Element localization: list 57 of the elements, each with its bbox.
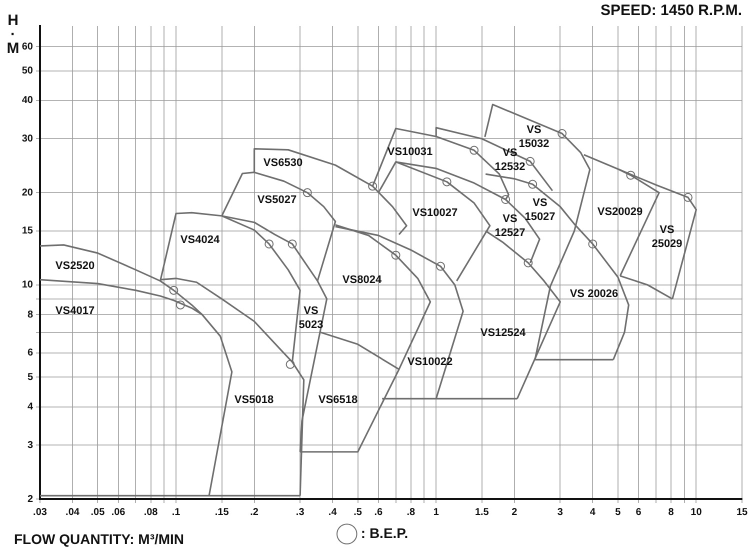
x-tick-label: .15 bbox=[214, 506, 230, 518]
annotation: VS2520 bbox=[55, 260, 95, 272]
y-tick-label: 8 bbox=[27, 309, 34, 320]
annotation: VS10027 bbox=[412, 207, 458, 220]
y-tick-label: 5 bbox=[27, 372, 34, 383]
y-tick-label: 40 bbox=[22, 95, 34, 106]
y-tick-label: 20 bbox=[22, 187, 34, 198]
x-tick-label: .4 bbox=[328, 506, 338, 518]
x-tick-label: 6 bbox=[636, 506, 642, 518]
y-tick-label: 50 bbox=[22, 66, 34, 77]
x-tick-label: 2 bbox=[512, 506, 518, 518]
annotation: VS6518 bbox=[318, 394, 358, 406]
x-tick-label: 3 bbox=[557, 506, 564, 518]
y-tick-label: 60 bbox=[22, 41, 34, 52]
x-tick-label: 8 bbox=[668, 506, 674, 518]
annotation: VS8024 bbox=[342, 274, 382, 286]
annotation: VS5018 bbox=[234, 394, 274, 406]
x-tick-label: 1.5 bbox=[474, 506, 490, 518]
annotation: VS 25029 bbox=[652, 224, 682, 250]
y-tick-label: 10 bbox=[22, 280, 34, 291]
x-tick-label: 10 bbox=[690, 506, 702, 518]
x-tick-label: .8 bbox=[406, 506, 416, 518]
chart-title: SPEED: 1450 R.P.M. bbox=[600, 2, 742, 20]
annotation: VS6530 bbox=[263, 157, 303, 170]
y-tick-label: 2 bbox=[27, 494, 34, 505]
annotation: VS 15027 bbox=[524, 197, 556, 224]
x-tick-label: .3 bbox=[296, 506, 305, 518]
x-tick-label: .6 bbox=[374, 506, 384, 518]
y-tick-label: 15 bbox=[22, 226, 34, 237]
annotation: VS 12527 bbox=[494, 213, 526, 240]
y-tick-label: 4 bbox=[27, 402, 34, 413]
y-axis-title: H·M bbox=[6, 12, 20, 57]
annotation: VS10031 bbox=[387, 146, 433, 158]
y-tick-label: 30 bbox=[22, 133, 34, 144]
x-tick-label: 15 bbox=[736, 506, 748, 518]
x-tick-label: .2 bbox=[250, 506, 259, 518]
x-tick-label: 4 bbox=[590, 506, 596, 518]
annotation: VS 15032 bbox=[518, 124, 550, 150]
annotation: VS4024 bbox=[180, 234, 220, 246]
x-tick-label: .5 bbox=[354, 506, 362, 518]
y-tick-label: 6 bbox=[27, 348, 34, 359]
annotation: VS5027 bbox=[257, 194, 297, 206]
annotation: VS4017 bbox=[55, 305, 95, 318]
x-tick-label: .03 bbox=[33, 506, 48, 518]
x-tick-label: .08 bbox=[144, 506, 158, 518]
x-tick-label: .06 bbox=[111, 506, 126, 518]
legend-label: : B.E.P. bbox=[360, 524, 408, 541]
annotation: VS20029 bbox=[597, 206, 643, 218]
annotation: VS12524 bbox=[480, 327, 527, 340]
x-tick-label: .05 bbox=[90, 506, 106, 518]
x-tick-label: .04 bbox=[66, 506, 80, 518]
x-tick-label: .1 bbox=[172, 506, 181, 518]
annotation: VS 20026 bbox=[570, 288, 618, 300]
y-tick-label: 3 bbox=[27, 440, 34, 451]
x-axis-title: FLOW QUANTITY: M³/MIN bbox=[14, 531, 184, 547]
x-tick-label: 5 bbox=[615, 506, 622, 518]
x-tick-label: 1 bbox=[433, 506, 440, 518]
